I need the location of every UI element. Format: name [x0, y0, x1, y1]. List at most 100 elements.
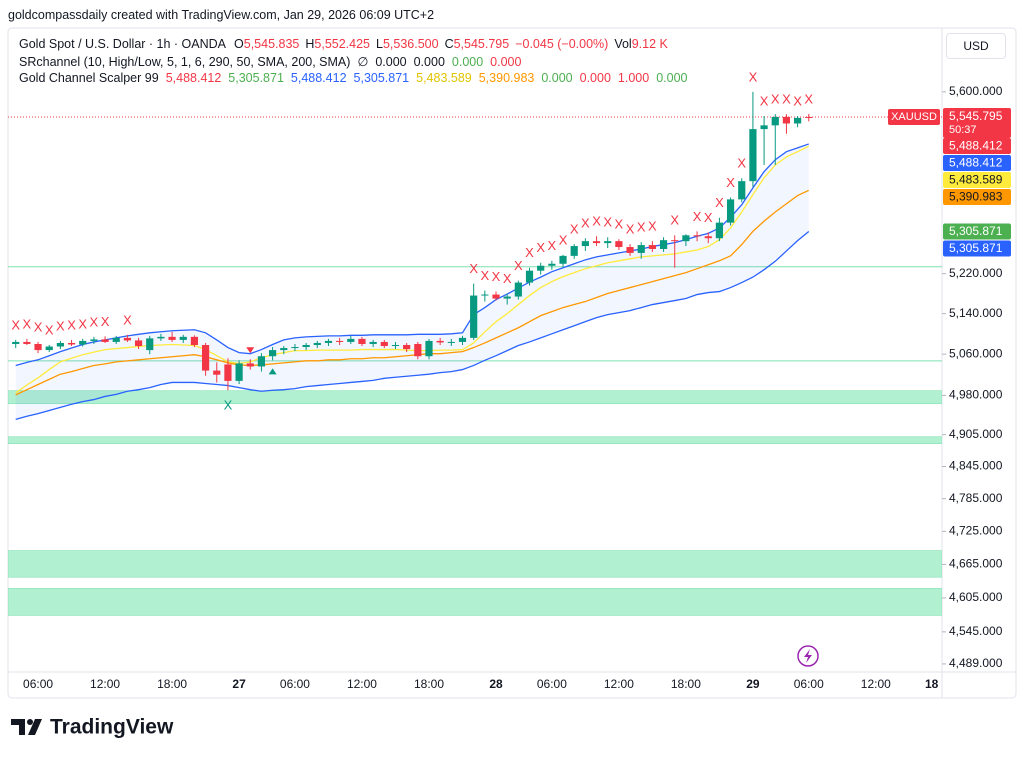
indicator-line — [15, 189, 810, 396]
candle-body — [269, 350, 277, 357]
currency-button[interactable]: USD — [946, 33, 1006, 59]
sell-signal: X — [726, 175, 735, 190]
candle-body — [548, 263, 556, 266]
price-label: 5,483.589 — [949, 173, 1003, 187]
sell-signal: X — [760, 93, 769, 108]
indicator-value: 5,488.412 — [290, 71, 347, 85]
brand-logo[interactable]: TradingView — [11, 716, 174, 739]
price-label-box — [943, 223, 1011, 240]
x-tick-label: 06:00 — [537, 677, 567, 691]
indicator-value: 5,305.871 — [353, 71, 410, 85]
y-tick-label: 5,140.000 — [949, 306, 1003, 320]
down-arrow — [246, 347, 255, 354]
indicator-value: 0.000 — [451, 55, 484, 69]
candle-body — [56, 342, 64, 347]
sell-signal: X — [56, 318, 65, 333]
price-label-box — [943, 240, 1011, 257]
sell-signal: X — [592, 214, 601, 229]
indicator-value: 5,483.589 — [416, 71, 472, 85]
candle-body — [693, 235, 701, 237]
candle-body — [123, 337, 131, 341]
sell-signal: X — [503, 271, 512, 286]
indicator-value: 0.000 — [413, 55, 445, 69]
x-tick-label: 18 — [925, 677, 939, 691]
price-label-box — [943, 172, 1011, 189]
volume-value: 9.12 K — [631, 37, 668, 51]
sell-signal: X — [559, 232, 568, 247]
sell-signal: X — [615, 217, 624, 232]
sell-signal: X — [536, 240, 545, 255]
candle-body — [615, 241, 623, 248]
price-label-box — [943, 189, 1011, 206]
indicator-value: 1.000 — [617, 71, 650, 85]
candle-body — [201, 344, 210, 371]
candle-body — [570, 246, 578, 256]
sell-signal: X — [570, 222, 579, 237]
sell-signal: X — [45, 322, 54, 337]
ohlc-key: C — [444, 37, 454, 51]
x-tick-label: 12:00 — [604, 677, 634, 691]
candle-body — [637, 245, 645, 253]
sell-signal: X — [715, 195, 724, 210]
candle-body — [336, 340, 344, 342]
x-tick-label: 18:00 — [157, 677, 187, 691]
candle-body — [436, 340, 444, 343]
sr-zone — [8, 436, 942, 444]
candle-body — [604, 241, 612, 244]
x-tick-label: 12:00 — [861, 677, 891, 691]
candle-body — [12, 341, 20, 344]
x-tick-label: 18:00 — [414, 677, 444, 691]
sell-signal: X — [581, 216, 590, 231]
candle-body — [157, 336, 165, 339]
candle-body — [179, 336, 187, 340]
sell-signal: X — [793, 93, 802, 108]
attribution: goldcompassdaily created with TradingVie… — [8, 8, 435, 22]
candle-body — [648, 245, 656, 249]
sell-signal: X — [101, 314, 110, 329]
ohlc-value: 5,536.500 — [382, 37, 439, 51]
y-tick-label: 4,725.000 — [949, 524, 1003, 538]
candle-body — [101, 339, 109, 342]
symbol-tag-box — [888, 109, 940, 126]
sell-signal: X — [782, 92, 791, 107]
indicator-line — [15, 143, 809, 367]
candle-body — [112, 337, 120, 342]
brand-name[interactable]: TradingView — [50, 716, 174, 739]
candle-body — [313, 342, 321, 345]
candle-body — [738, 181, 746, 200]
realtime-icon[interactable] — [797, 645, 819, 667]
candle-body — [146, 338, 154, 351]
x-tick-label: 27 — [232, 677, 246, 691]
candle-body — [782, 116, 791, 124]
candle-body — [559, 255, 567, 264]
x-tick-label: 12:00 — [347, 677, 377, 691]
sell-signal: X — [626, 222, 635, 237]
sell-signal: X — [514, 258, 523, 273]
candle-body — [470, 295, 478, 338]
candle-body — [749, 129, 757, 182]
candle-body — [592, 241, 601, 244]
x-tick-label: 29 — [746, 677, 760, 691]
candle-body — [805, 117, 813, 119]
sell-signal: X — [603, 215, 612, 230]
ohlc-key: O — [234, 37, 244, 51]
candle-body — [302, 344, 310, 348]
candle-body — [447, 341, 455, 343]
change: −0.045 (−0.00%) — [515, 37, 609, 51]
sell-signal: X — [67, 317, 76, 332]
volume-key: Vol — [614, 37, 632, 51]
candle-body — [481, 294, 489, 296]
symbol-legend: Gold Spot / U.S. Dollar · 1h · OANDA O5,5… — [19, 37, 672, 51]
indicator-name: Gold Channel Scalper 99 — [19, 71, 159, 85]
y-tick-label: 4,489.000 — [949, 656, 1003, 670]
candle-body — [280, 348, 288, 351]
sell-signal: X — [23, 316, 32, 331]
candle-body — [291, 347, 299, 349]
sell-signal: X — [771, 92, 780, 107]
candle-body — [425, 340, 433, 357]
candle-body — [581, 241, 589, 247]
candle-body — [23, 341, 31, 344]
candle-body — [715, 222, 724, 239]
indicator-line — [15, 230, 810, 421]
price-label-box — [943, 155, 1011, 172]
